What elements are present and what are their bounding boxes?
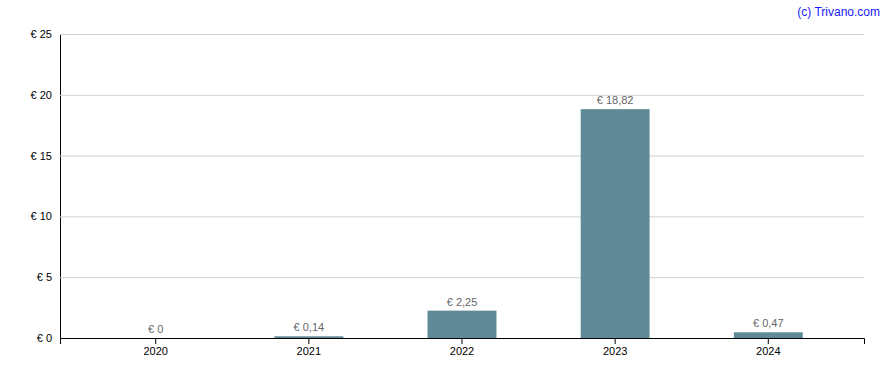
x-tick: 2024 bbox=[756, 338, 780, 357]
data-label: € 0 bbox=[148, 323, 163, 335]
x-tick: 2023 bbox=[603, 338, 627, 357]
y-tick: € 5 bbox=[37, 271, 864, 283]
y-tick: € 25 bbox=[31, 28, 864, 40]
y-tick-label: € 15 bbox=[31, 150, 52, 162]
x-tick: 2022 bbox=[450, 338, 474, 357]
grid-line bbox=[60, 156, 864, 157]
y-tick: € 20 bbox=[31, 89, 864, 101]
data-label: € 2,25 bbox=[447, 296, 478, 308]
bar bbox=[274, 336, 343, 338]
plot-area: € 0€ 5€ 10€ 15€ 20€ 25202020212022202320… bbox=[31, 28, 865, 357]
bars bbox=[274, 109, 802, 338]
grid-line bbox=[60, 34, 864, 35]
bar bbox=[734, 332, 803, 338]
x-tick-mark bbox=[308, 338, 309, 344]
y-tick-label: € 25 bbox=[31, 28, 52, 40]
x-tick-label: 2023 bbox=[603, 345, 627, 357]
x-tick: 2020 bbox=[143, 338, 167, 357]
x-tick-mark bbox=[462, 338, 463, 344]
y-tick: € 10 bbox=[31, 210, 864, 222]
y-axis-line bbox=[61, 35, 865, 339]
annotation: (c) Trivano.com bbox=[797, 5, 880, 19]
y-axis: € 0 € 5 € 10 € 15 € 20 € 25 bbox=[31, 28, 864, 344]
data-label: € 0,14 bbox=[294, 321, 325, 333]
x-tick-label: 2022 bbox=[450, 345, 474, 357]
grid-line bbox=[60, 216, 864, 217]
y-tick-label: € 10 bbox=[31, 210, 52, 222]
bar bbox=[428, 311, 497, 338]
x-tick-label: 2020 bbox=[143, 345, 167, 357]
y-tick-label: € 0 bbox=[37, 332, 52, 344]
data-label: € 0,47 bbox=[753, 317, 784, 329]
x-axis-line bbox=[61, 339, 865, 345]
bar bbox=[581, 109, 650, 338]
chart-container: € 0€ 5€ 10€ 15€ 20€ 25202020212022202320… bbox=[0, 0, 888, 370]
x-tick-mark bbox=[615, 338, 616, 344]
x-tick: 2021 bbox=[297, 338, 321, 357]
y-tick: € 15 bbox=[31, 150, 864, 162]
x-axis: 2020 2021 2022 2023 2024 bbox=[61, 338, 865, 357]
y-tick-label: € 20 bbox=[31, 89, 52, 101]
x-tick-mark bbox=[768, 338, 769, 344]
data-label: € 18,82 bbox=[597, 94, 634, 106]
x-tick-label: 2024 bbox=[756, 345, 780, 357]
data-labels: € 0 € 0,14 € 2,25 € 18,82 € 0,47 bbox=[148, 94, 784, 335]
x-tick-mark bbox=[155, 338, 156, 344]
grid-line bbox=[60, 277, 864, 278]
y-tick-label: € 5 bbox=[37, 271, 52, 283]
grid-line bbox=[60, 95, 864, 96]
bar bbox=[121, 338, 190, 339]
x-tick-label: 2021 bbox=[297, 345, 321, 357]
chart-svg: € 0€ 5€ 10€ 15€ 20€ 25202020212022202320… bbox=[0, 0, 888, 370]
